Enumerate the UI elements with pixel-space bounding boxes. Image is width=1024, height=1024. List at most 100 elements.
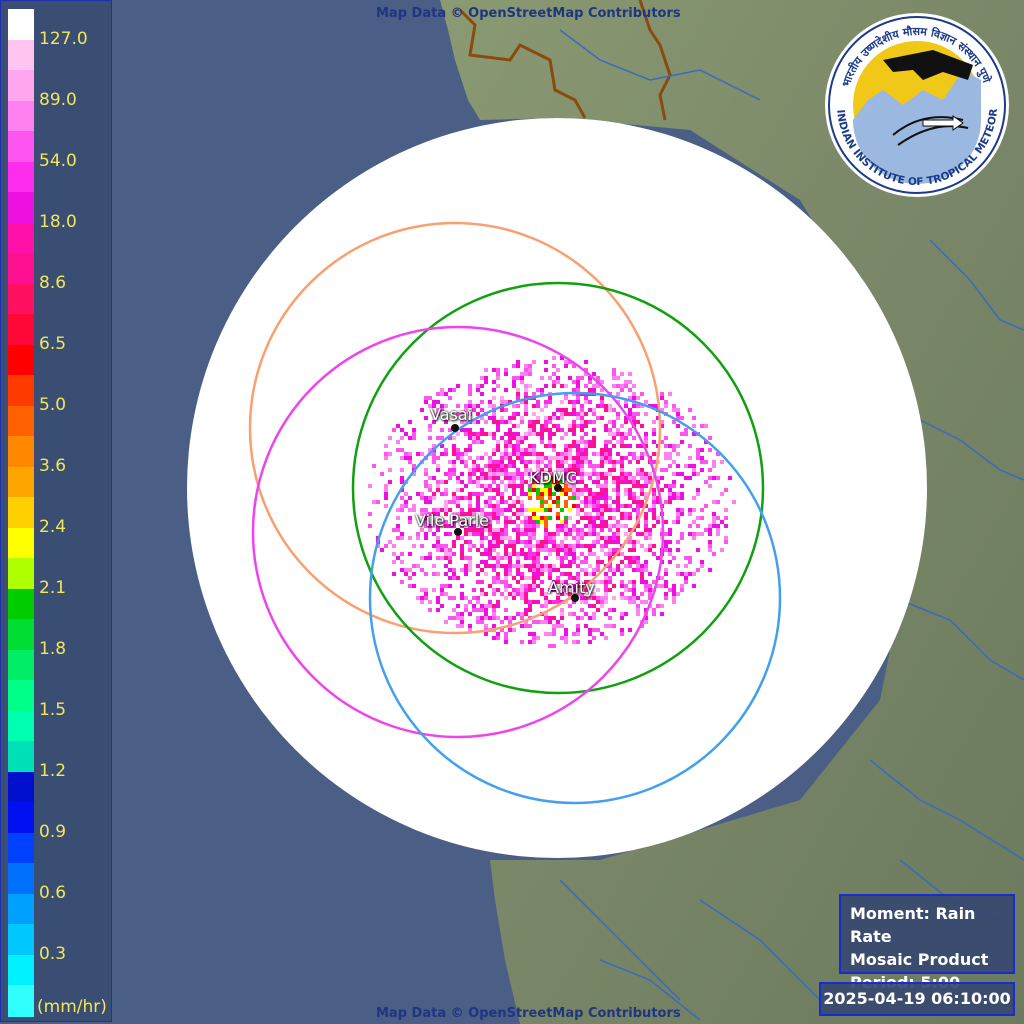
rain-pixel	[576, 464, 580, 468]
rain-pixel	[460, 412, 464, 416]
rain-pixel	[552, 412, 556, 416]
rain-pixel	[580, 452, 584, 456]
rain-pixel	[392, 528, 396, 532]
rain-pixel	[680, 416, 684, 420]
rain-pixel	[480, 524, 484, 528]
rain-pixel	[612, 548, 616, 552]
rain-pixel	[588, 380, 592, 384]
rain-pixel	[412, 472, 416, 476]
rain-pixel	[540, 588, 544, 592]
rain-pixel	[416, 536, 420, 540]
rain-pixel	[508, 456, 512, 460]
rain-pixel	[564, 432, 568, 436]
rain-pixel	[616, 496, 620, 500]
rain-pixel	[572, 476, 576, 480]
rain-pixel	[680, 432, 684, 436]
rain-pixel	[424, 556, 428, 560]
rain-pixel	[608, 540, 612, 544]
rain-pixel	[532, 632, 536, 636]
rain-pixel	[700, 532, 704, 536]
amity-station-marker[interactable]	[571, 594, 579, 602]
rain-pixel	[504, 408, 508, 412]
rain-pixel	[564, 500, 568, 504]
rain-pixel	[544, 592, 548, 596]
rain-pixel	[504, 536, 508, 540]
vasai-station-marker[interactable]	[451, 424, 459, 432]
rain-pixel	[556, 468, 560, 472]
rain-pixel	[560, 428, 564, 432]
rain-pixel	[492, 516, 496, 520]
rain-pixel	[564, 528, 568, 532]
rain-pixel	[584, 504, 588, 508]
rain-pixel	[628, 388, 632, 392]
rain-pixel	[488, 504, 492, 508]
rain-pixel	[552, 488, 556, 492]
rain-pixel	[464, 532, 468, 536]
rain-pixel	[632, 596, 636, 600]
rain-pixel	[596, 580, 600, 584]
rain-pixel	[636, 396, 640, 400]
rain-pixel	[576, 496, 580, 500]
rain-pixel	[600, 488, 604, 492]
rain-pixel	[524, 624, 528, 628]
rain-pixel	[508, 464, 512, 468]
rain-pixel	[572, 544, 576, 548]
rain-pixel	[552, 424, 556, 428]
rain-pixel	[552, 476, 556, 480]
rain-pixel	[452, 468, 456, 472]
rain-pixel	[456, 488, 460, 492]
rain-pixel	[712, 464, 716, 468]
rain-pixel	[400, 508, 404, 512]
rain-pixel	[544, 540, 548, 544]
kdmc-station-marker[interactable]	[554, 484, 562, 492]
rain-pixel	[484, 524, 488, 528]
rain-pixel	[436, 508, 440, 512]
rain-pixel	[508, 476, 512, 480]
rain-pixel	[420, 492, 424, 496]
rain-pixel	[404, 500, 408, 504]
rain-pixel	[492, 556, 496, 560]
rain-pixel	[548, 460, 552, 464]
rain-pixel	[428, 552, 432, 556]
rain-pixel	[504, 556, 508, 560]
rain-pixel	[572, 492, 576, 496]
rain-pixel	[508, 536, 512, 540]
rain-pixel	[636, 404, 640, 408]
rain-pixel	[724, 488, 728, 492]
rain-pixel	[632, 560, 636, 564]
rain-pixel	[496, 576, 500, 580]
rain-pixel	[628, 412, 632, 416]
rain-pixel	[652, 404, 656, 408]
rain-pixel	[536, 456, 540, 460]
rain-pixel	[480, 604, 484, 608]
rain-pixel	[552, 628, 556, 632]
rain-pixel	[440, 444, 444, 448]
rain-pixel	[716, 528, 720, 532]
rain-pixel	[524, 508, 528, 512]
rain-pixel	[524, 472, 528, 476]
rain-pixel	[688, 508, 692, 512]
rain-pixel	[468, 512, 472, 516]
rain-pixel	[440, 428, 444, 432]
rain-pixel	[628, 516, 632, 520]
rain-pixel	[384, 444, 388, 448]
rain-pixel	[616, 540, 620, 544]
rain-pixel	[640, 492, 644, 496]
rain-pixel	[492, 412, 496, 416]
rain-pixel	[596, 496, 600, 500]
rain-pixel	[700, 468, 704, 472]
rain-pixel	[544, 556, 548, 560]
rain-pixel	[588, 640, 592, 644]
rain-pixel	[532, 568, 536, 572]
rain-pixel	[628, 396, 632, 400]
rain-pixel	[400, 580, 404, 584]
rain-pixel	[516, 404, 520, 408]
rain-pixel	[512, 480, 516, 484]
rain-pixel	[640, 592, 644, 596]
vile-parle-station-marker[interactable]	[454, 528, 462, 536]
rain-pixel	[616, 484, 620, 488]
rain-pixel	[700, 460, 704, 464]
rain-pixel	[588, 596, 592, 600]
rain-pixel	[424, 512, 428, 516]
rain-pixel	[604, 484, 608, 488]
